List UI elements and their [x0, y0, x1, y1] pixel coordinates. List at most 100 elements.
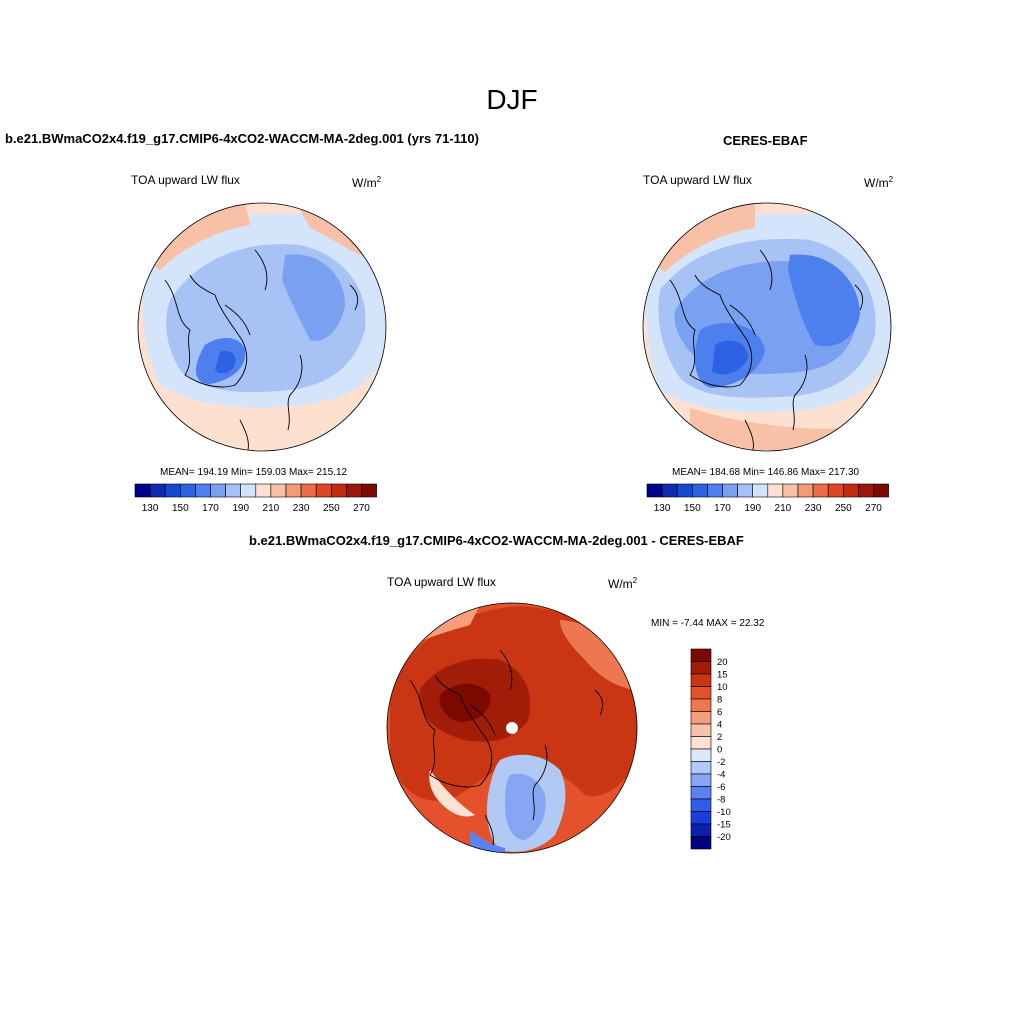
panel-1-units: W/m2: [352, 175, 382, 190]
colorbar-2-cell: [691, 483, 708, 498]
colorbar-2-cell: [722, 483, 738, 498]
colorbar-3-cell: [690, 648, 712, 662]
panel-3-units: W/m2: [608, 576, 638, 591]
colorbar-3-tick-label: 6: [717, 707, 722, 718]
colorbar-2-tick-label: 230: [805, 503, 822, 514]
colorbar-1-tick-label: 230: [293, 503, 310, 514]
panel-3-title: b.e21.BWmaCO2x4.f19_g17.CMIP6-4xCO2-WACC…: [249, 533, 744, 548]
colorbar-3-cell: [690, 773, 712, 787]
colorbar-3-cell: [690, 761, 712, 775]
colorbar-1-cell: [240, 483, 257, 498]
panel-2-stats: MEAN= 184.68 Min= 146.86 Max= 217.30: [672, 467, 860, 478]
map-1-zone-220-north: [138, 203, 250, 270]
colorbar-1-cell: [179, 483, 196, 498]
map-3-pole-hole: [506, 722, 518, 734]
colorbar-2-tick-label: 190: [744, 503, 761, 514]
colorbar-1-tick-label: 190: [232, 503, 249, 514]
colorbar-3-cell: [690, 823, 712, 837]
colorbar-3-tick-label: -2: [717, 757, 725, 768]
panel-1-variable: TOA upward LW flux: [131, 173, 240, 187]
colorbar-2-tick-label: 210: [775, 503, 792, 514]
map-1-zone-150-core: [215, 350, 236, 374]
colorbar-1-tick-label: 250: [323, 503, 340, 514]
colorbar-2-cell: [812, 483, 829, 498]
colorbar-1-cell: [134, 483, 151, 498]
colorbar-3-tick-label: 2: [717, 732, 722, 743]
colorbar-3-cell: [690, 836, 712, 850]
colorbar-3-cell: [690, 661, 712, 675]
panel-3-variable: TOA upward LW flux: [387, 575, 496, 589]
colorbar-3-tick-label: 15: [717, 670, 728, 681]
colorbar-3-cell: [690, 798, 712, 812]
season-title: DJF: [486, 84, 538, 115]
colorbar-2-cell: [797, 483, 814, 498]
colorbar-1-cell: [331, 483, 347, 498]
panel-3-stats: MIN = -7.44 MAX = 22.32: [651, 618, 765, 629]
colorbar-1-cell: [195, 483, 211, 498]
colorbar-1-cell: [315, 483, 332, 498]
colorbar-1-cell: [225, 483, 241, 498]
colorbar-1-cell: [300, 483, 317, 498]
colorbar-1-cell: [149, 483, 166, 498]
colorbar-3-cell: [690, 723, 712, 737]
panel-1-stats: MEAN= 194.19 Min= 159.03 Max= 215.12: [160, 467, 348, 478]
colorbar-1-tick-label: 170: [202, 503, 219, 514]
colorbar-3-tick-label: 20: [717, 657, 728, 668]
colorbar-3-tick-label: -20: [717, 832, 731, 843]
colorbar-1-tick-label: 210: [263, 503, 280, 514]
colorbar-2-cell: [827, 483, 844, 498]
map-2: [643, 203, 891, 451]
colorbar-3-cell: [690, 711, 712, 725]
map-1-coastlines: [164, 249, 359, 451]
colorbar-2-cell: [737, 483, 753, 498]
colorbar-3-tick-label: -4: [717, 770, 725, 781]
colorbar-2-tick-label: 270: [865, 503, 882, 514]
colorbar-2-cell: [782, 483, 799, 498]
panel-2-variable: TOA upward LW flux: [643, 173, 752, 187]
map-2-zone-220-north: [645, 203, 755, 272]
colorbar-2-cell: [646, 483, 663, 498]
colorbar-3-tick-label: -6: [717, 782, 725, 793]
colorbar-1-cell: [270, 483, 287, 498]
colorbar-3-tick-label: -8: [717, 795, 725, 806]
colorbar-1-tick-label: 270: [353, 503, 370, 514]
colorbar-1-cell: [210, 483, 226, 498]
colorbar-3-cell: [690, 686, 712, 700]
map-1: [138, 203, 386, 451]
colorbar-2-cell: [843, 483, 859, 498]
colorbar-3-tick-label: 4: [717, 720, 722, 731]
colorbar-3-tick-label: -10: [717, 807, 731, 818]
colorbar-3-tick-label: 10: [717, 682, 728, 693]
colorbar-2-tick-label: 170: [714, 503, 731, 514]
colorbar-3-tick-label: 0: [717, 745, 722, 756]
colorbar-2-cell: [873, 483, 889, 498]
colorbar-1-cell: [346, 483, 362, 498]
colorbar-3-cell: [690, 736, 712, 750]
colorbar-3-tick-label: 8: [717, 695, 722, 706]
map-2-zone-150-core: [712, 340, 748, 375]
panel-2-units: W/m2: [864, 175, 894, 190]
map-2-coastlines: [669, 249, 864, 451]
colorbar-1-tick-label: 130: [142, 503, 159, 514]
colorbar-2-cell: [661, 483, 678, 498]
colorbar-3-cell: [690, 811, 712, 825]
map-1-zone-170-east: [282, 254, 345, 341]
colorbar-1-tick-label: 150: [172, 503, 189, 514]
colorbar-3-cell: [690, 786, 712, 800]
map-2-zone-160-east: [788, 254, 860, 347]
map-3-zone-neg4: [505, 773, 546, 840]
colorbar-2-cell: [752, 483, 769, 498]
colorbar-2-cell: [858, 483, 874, 498]
colorbar-2-tick-label: 250: [835, 503, 852, 514]
colorbar-2-tick-label: 130: [654, 503, 671, 514]
map-3-coastlines: [409, 649, 604, 846]
colorbar-3-cell: [690, 748, 712, 762]
colorbar-3-tick-label: -15: [717, 820, 731, 831]
colorbar-3-cell: [690, 698, 712, 712]
map-3-zone-20-core: [439, 683, 491, 722]
colorbar-1-cell: [361, 483, 377, 498]
panel-1-title: b.e21.BWmaCO2x4.f19_g17.CMIP6-4xCO2-WACC…: [5, 131, 479, 146]
colorbar-1-cell: [285, 483, 302, 498]
colorbar-2-cell: [676, 483, 693, 498]
